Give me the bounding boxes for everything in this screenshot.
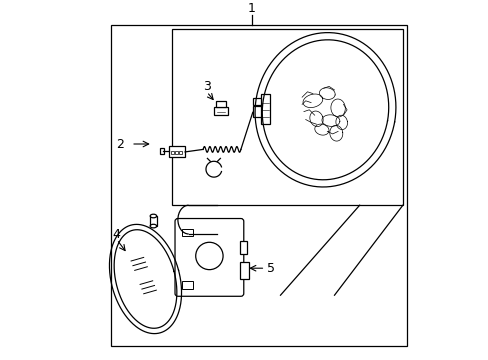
Text: 2: 2 [116,138,124,150]
Bar [252,106,260,117]
Circle shape [195,242,223,270]
FancyBboxPatch shape [175,219,244,296]
Text: 1: 1 [247,3,255,15]
Bar [160,148,164,154]
Bar [150,216,156,226]
Ellipse shape [150,224,156,228]
Bar [182,229,193,236]
Bar [111,25,406,346]
Bar [240,262,249,279]
Text: 5: 5 [267,262,275,275]
Text: 3: 3 [203,80,210,93]
Bar [215,101,225,107]
Bar [182,281,193,289]
Text: 4: 4 [113,228,121,240]
Bar [172,29,402,205]
Bar [213,107,227,115]
Bar [168,146,185,157]
Bar [170,151,173,154]
Bar [240,241,247,254]
Bar [252,98,260,105]
Bar [260,94,269,124]
Bar [179,151,182,154]
Ellipse shape [150,214,156,218]
Bar [175,151,178,154]
